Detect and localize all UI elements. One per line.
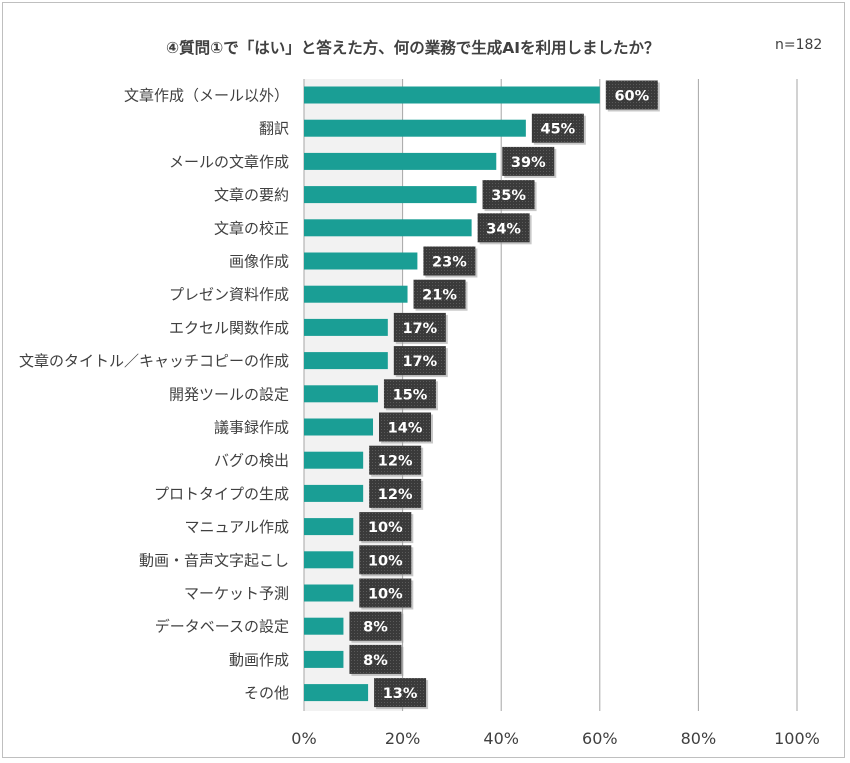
chart-title: ④質問①で「はい」と答えた方、何の業務で生成AIを利用しましたか？ — [166, 38, 660, 57]
category-label: 文章の要約 — [214, 186, 289, 204]
category-label: マニュアル作成 — [184, 518, 289, 536]
bar — [304, 617, 344, 635]
data-label-box — [482, 180, 535, 210]
bar — [304, 86, 600, 104]
data-label: 14% — [388, 421, 423, 437]
category-label: プレゼン資料作成 — [169, 286, 289, 304]
data-label: 8% — [363, 620, 388, 636]
category-label: 動画・音声文字起こし — [139, 551, 289, 569]
bar — [304, 650, 344, 668]
data-label-box — [531, 113, 584, 143]
category-label: 文章の校正 — [214, 219, 289, 237]
bar — [304, 518, 354, 536]
data-label: 34% — [486, 221, 521, 237]
data-label: 23% — [432, 255, 467, 271]
data-label: 35% — [491, 188, 526, 204]
category-label: 翻訳 — [259, 120, 289, 138]
data-label: 12% — [378, 487, 413, 503]
data-label-box — [374, 678, 427, 708]
data-label-box — [379, 412, 432, 442]
data-label-box — [359, 578, 412, 608]
data-label: 17% — [402, 354, 437, 370]
bar — [304, 186, 477, 204]
x-tick-label: 60% — [582, 729, 618, 748]
category-label: データベースの設定 — [155, 618, 289, 636]
category-label: マーケット予測 — [184, 585, 289, 603]
data-label-box — [349, 611, 402, 641]
bar — [304, 551, 354, 569]
bar — [304, 484, 364, 502]
data-label-box — [383, 379, 436, 409]
data-label-box — [423, 246, 476, 276]
data-label-box — [349, 644, 402, 674]
bar — [304, 684, 369, 702]
data-label-box — [369, 445, 422, 475]
bar — [304, 119, 526, 137]
x-tick-label: 80% — [681, 729, 717, 748]
data-label-box — [393, 346, 446, 376]
data-label-box — [369, 478, 422, 508]
data-label-box — [502, 146, 555, 176]
bar-chart: ④質問①で「はい」と答えた方、何の業務で生成AIを利用しましたか？ n=182 … — [19, 37, 822, 748]
category-label: 文章のタイトル／キャッチコピーの作成 — [19, 352, 289, 370]
data-label-box — [477, 213, 530, 243]
bar — [304, 318, 388, 336]
data-label: 39% — [511, 155, 546, 171]
data-label: 10% — [368, 553, 403, 569]
bar — [304, 352, 388, 370]
bar — [304, 451, 364, 469]
data-label: 12% — [378, 454, 413, 470]
bar — [304, 152, 497, 170]
data-label: 8% — [363, 653, 388, 669]
data-label: 15% — [393, 387, 428, 403]
data-label: 21% — [422, 288, 457, 304]
category-label: 動画作成 — [229, 651, 289, 669]
x-tick-label: 100% — [774, 729, 820, 748]
category-label: バグの検出 — [214, 452, 289, 470]
data-label: 13% — [383, 686, 418, 702]
bar — [304, 584, 354, 602]
data-label-box — [359, 512, 412, 542]
category-label: 文章作成（メール以外） — [124, 87, 289, 105]
category-label: 画像作成 — [229, 253, 289, 271]
data-label-box — [605, 80, 658, 110]
category-label: 開発ツールの設定 — [169, 385, 289, 403]
plot-area: 0% 20% 40% 60% 80% 100% 文章作成（メール以外） 60% 翻訳 45% メール… — [19, 79, 820, 748]
category-label: その他 — [244, 684, 289, 702]
data-label: 17% — [402, 321, 437, 337]
data-label-box — [393, 312, 446, 342]
category-label: プロトタイプの生成 — [154, 485, 289, 503]
data-label-box — [413, 279, 466, 309]
x-tick-label: 20% — [385, 729, 421, 748]
x-tick-label: 40% — [483, 729, 519, 748]
bar — [304, 385, 378, 403]
data-label: 45% — [540, 122, 575, 138]
sample-size-label: n=182 — [775, 37, 822, 53]
data-label: 60% — [614, 89, 649, 105]
category-label: 議事録作成 — [214, 419, 289, 437]
category-label: エクセル関数作成 — [169, 319, 289, 337]
category-label: メールの文章作成 — [169, 153, 289, 171]
data-label-box — [359, 545, 412, 575]
bar — [304, 252, 418, 270]
data-label: 10% — [368, 587, 403, 603]
bar — [304, 219, 472, 237]
bar — [304, 285, 408, 303]
data-label: 10% — [368, 520, 403, 536]
x-tick-label: 0% — [291, 729, 316, 748]
bar — [304, 418, 374, 436]
